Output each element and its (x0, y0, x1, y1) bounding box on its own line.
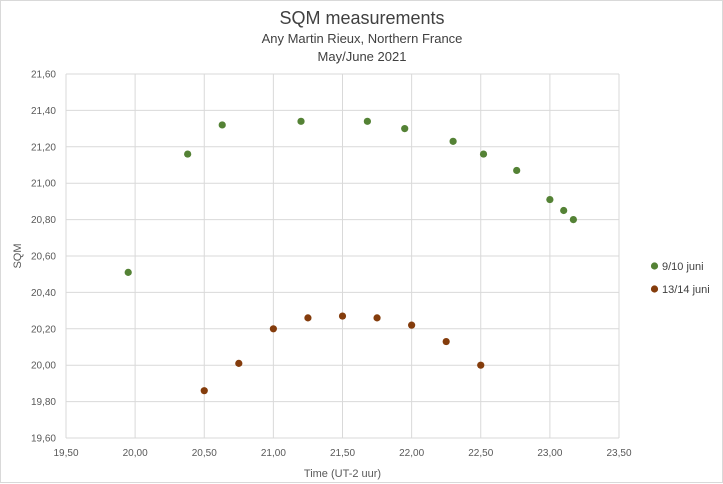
legend-label-series-1: 9/10 juni (662, 261, 704, 273)
data-point-series-1 (449, 137, 457, 145)
x-tick-label: 22,00 (399, 448, 424, 459)
x-tick-label: 23,00 (537, 448, 562, 459)
x-tick-label: 21,50 (330, 448, 355, 459)
data-point-series-2 (477, 361, 485, 369)
y-tick-label: 20,40 (31, 288, 56, 299)
data-point-series-2 (235, 359, 243, 367)
chart-subtitle-1: Any Martin Rieux, Northern France (262, 31, 463, 46)
data-point-series-2 (408, 321, 416, 329)
data-point-series-1 (479, 150, 488, 158)
y-tick-label: 21,00 (31, 179, 56, 190)
x-tick-label: 20,00 (123, 448, 148, 459)
y-tick-label: 20,80 (31, 215, 56, 226)
y-tick-label: 20,20 (31, 324, 56, 335)
y-tick-label: 21,60 (31, 70, 56, 81)
x-tick-label: 20,50 (192, 448, 217, 459)
y-tick-label: 19,80 (31, 397, 56, 408)
x-tick-label: 22,50 (468, 448, 493, 459)
chart-subtitle-2: May/June 2021 (318, 49, 407, 64)
data-point-series-2 (338, 312, 347, 320)
legend-marker-series-1 (650, 262, 659, 270)
y-tick-label: 19,60 (31, 434, 56, 445)
y-tick-label: 21,20 (31, 142, 56, 153)
data-point-series-2 (269, 325, 277, 333)
y-tick-label: 20,00 (31, 361, 56, 372)
data-point-series-1 (124, 268, 132, 276)
x-axis-label: Time (UT-2 uur) (304, 468, 381, 480)
x-tick-label: 23,50 (606, 448, 631, 459)
y-tick-label: 20,60 (31, 252, 56, 263)
data-point-series-2 (373, 314, 381, 322)
data-point-series-1 (401, 125, 409, 133)
y-axis-label: SQM (12, 243, 24, 268)
data-point-series-1 (546, 195, 554, 204)
legend-label-series-2: 13/14 juni (662, 284, 710, 296)
data-point-series-2 (442, 337, 450, 346)
data-point-series-1 (560, 206, 568, 215)
y-tick-label: 21,40 (31, 106, 56, 117)
chart-title: SQM measurements (279, 8, 444, 28)
data-point-series-1 (218, 121, 226, 129)
x-tick-label: 19,50 (53, 448, 78, 459)
data-point-series-1 (297, 117, 305, 125)
data-point-series-1 (513, 166, 521, 175)
data-point-series-1 (363, 117, 371, 125)
x-tick-label: 21,00 (261, 448, 286, 459)
legend-marker-series-2 (650, 285, 659, 293)
data-point-series-2 (304, 314, 312, 322)
data-point-series-1 (569, 216, 577, 224)
data-point-series-1 (184, 150, 192, 158)
data-point-series-2 (200, 387, 208, 395)
